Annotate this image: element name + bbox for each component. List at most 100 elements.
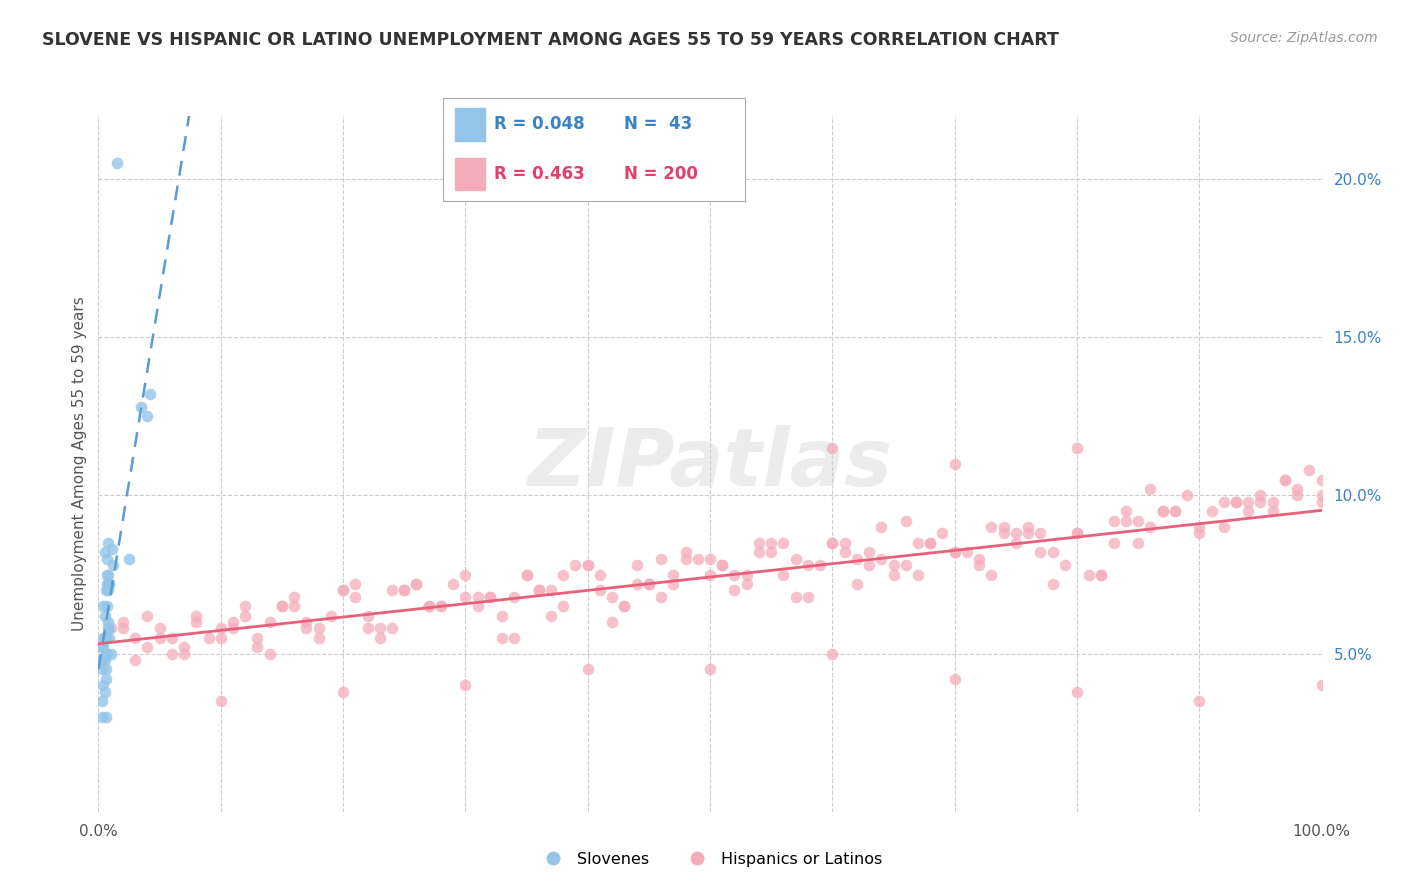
Point (1274, 473, 1296, 487)
Point (97, 615, 120, 629)
Point (1115, 504, 1137, 518)
Point (1310, 495, 1333, 509)
Point (1188, 526, 1211, 541)
Point (650, 551, 672, 566)
Point (1175, 488, 1198, 502)
Bar (456, 108, 485, 141)
Point (638, 577, 661, 591)
Point (186, 615, 208, 629)
Point (259, 615, 281, 629)
Bar (456, 158, 485, 190)
Point (600, 590, 623, 604)
Point (993, 520, 1015, 534)
Point (478, 590, 501, 604)
Point (96, 567, 118, 582)
Point (1139, 520, 1161, 534)
Point (748, 536, 770, 550)
Point (124, 653, 146, 667)
Point (1188, 694, 1211, 708)
Point (845, 551, 868, 566)
Point (870, 551, 893, 566)
Point (723, 583, 745, 598)
Point (467, 599, 489, 614)
Point (993, 526, 1015, 541)
Point (295, 621, 318, 635)
Point (94, 662, 117, 676)
Point (834, 536, 856, 550)
Point (96, 599, 118, 614)
Point (748, 545, 770, 559)
Point (1066, 684, 1088, 698)
Point (675, 551, 697, 566)
Point (1042, 545, 1064, 559)
Point (540, 608, 562, 623)
Point (101, 558, 124, 572)
Point (845, 577, 868, 591)
Point (943, 672, 966, 686)
Point (136, 409, 159, 424)
Point (91, 694, 114, 708)
Point (1102, 536, 1125, 550)
Point (1310, 678, 1333, 692)
Point (478, 590, 501, 604)
Point (136, 640, 159, 655)
Point (1042, 577, 1064, 591)
Point (1212, 495, 1234, 509)
Point (491, 631, 513, 645)
Point (97, 621, 120, 635)
Point (821, 536, 844, 550)
Point (129, 400, 152, 414)
Point (1066, 526, 1088, 541)
Point (576, 558, 599, 572)
Point (613, 599, 636, 614)
Point (94, 710, 117, 724)
Point (589, 567, 612, 582)
Point (699, 551, 721, 566)
Point (527, 583, 550, 598)
Point (931, 526, 953, 541)
Point (735, 577, 758, 591)
Point (516, 567, 538, 582)
Point (222, 621, 245, 635)
Point (920, 536, 942, 550)
Point (136, 608, 159, 623)
Point (1090, 567, 1112, 582)
Text: N = 200: N = 200 (624, 164, 699, 183)
Text: N =  43: N = 43 (624, 115, 693, 133)
Point (1029, 526, 1052, 541)
Point (91, 631, 114, 645)
Point (662, 567, 685, 582)
Point (1053, 558, 1076, 572)
Point (1004, 526, 1026, 541)
Point (1078, 567, 1101, 582)
Point (516, 567, 538, 582)
Point (98, 577, 121, 591)
Point (650, 590, 672, 604)
Point (858, 545, 880, 559)
Text: ZIPatlas: ZIPatlas (527, 425, 893, 503)
Point (93, 631, 115, 645)
Point (1066, 526, 1088, 541)
Point (173, 647, 195, 661)
Point (1128, 536, 1150, 550)
Point (1004, 536, 1026, 550)
Point (308, 621, 330, 635)
Point (209, 621, 232, 635)
Point (1310, 488, 1333, 502)
Point (91, 653, 114, 667)
Point (956, 545, 979, 559)
Point (967, 551, 990, 566)
Point (761, 545, 783, 559)
Point (111, 615, 134, 629)
Point (907, 567, 929, 582)
Point (1261, 504, 1284, 518)
Point (943, 457, 966, 471)
Point (920, 536, 942, 550)
Point (1201, 504, 1223, 518)
Point (1017, 526, 1039, 541)
Point (699, 567, 721, 582)
Point (160, 647, 183, 661)
Point (943, 545, 966, 559)
Point (1237, 504, 1260, 518)
Point (454, 590, 477, 604)
